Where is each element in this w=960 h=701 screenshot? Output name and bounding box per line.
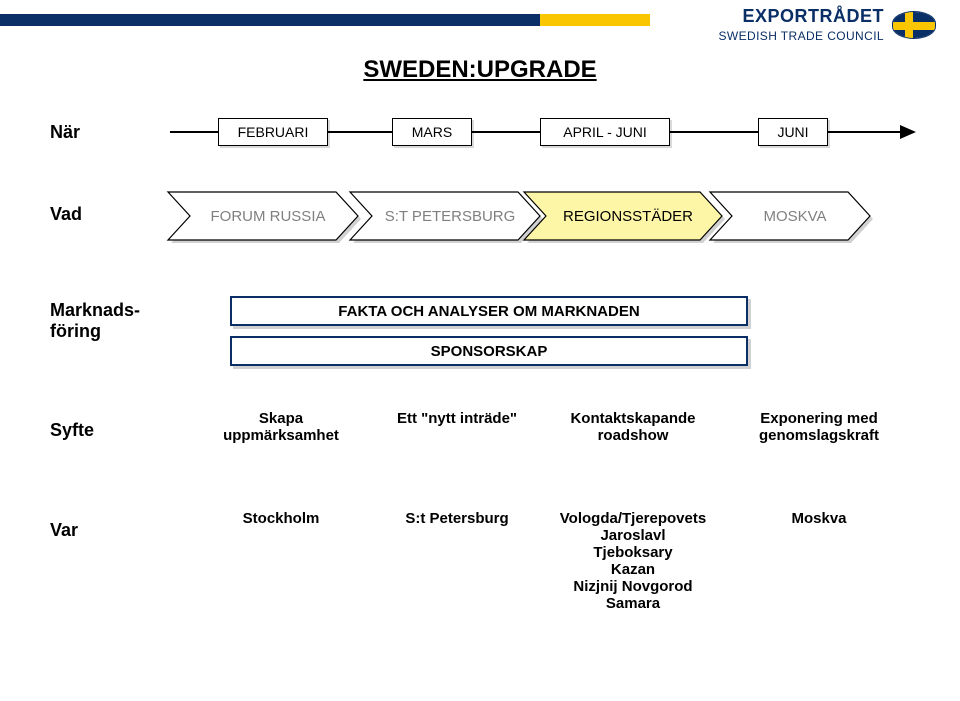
label-marknadsforing: Marknads- föring [50,300,140,342]
label-var: Var [50,520,78,541]
text-line: Tjeboksary [548,544,718,561]
timeline-cell: APRIL - JUNI [540,118,670,146]
mf-bar-fakta: FAKTA OCH ANALYSER OM MARKNADEN [230,296,748,326]
label-mf-l2: föring [50,321,101,341]
header-stripe-navy [0,14,540,26]
mf-bar-sponsorskap: SPONSORSKAP [230,336,748,366]
text-line: genomslagskraft [724,427,914,444]
text-line: Vologda/Tjerepovets [548,510,718,527]
chevron: FORUM RUSSIA [168,192,358,240]
text-line: Kazan [548,561,718,578]
mf-bar-fakta-label: FAKTA OCH ANALYSER OM MARKNADEN [338,303,639,320]
text-line: uppmärksamhet [196,427,366,444]
label-nar: När [50,122,80,143]
text-cell: Vologda/TjerepovetsJaroslavlTjeboksaryKa… [548,510,718,612]
text-cell: Exponering medgenomslagskraft [724,410,914,444]
chevron-label: MOSKVA [739,208,840,225]
chevron: MOSKVA [710,192,870,240]
text-line: Ett "nytt inträde" [372,410,542,427]
chevron-label: FORUM RUSSIA [186,208,339,225]
text-cell: Stockholm [196,510,366,527]
timeline-cell: MARS [392,118,472,146]
text-cell: S:t Petersburg [372,510,542,527]
brand-line2: SWEDISH TRADE COUNCIL [718,29,884,43]
text-line: Samara [548,595,718,612]
text-cell: Skapauppmärksamhet [196,410,366,444]
label-vad: Vad [50,204,82,225]
text-line: Jaroslavl [548,527,718,544]
label-syfte: Syfte [50,420,94,441]
timeline-arrow-icon [900,125,916,139]
text-line: Exponering med [724,410,914,427]
text-line: Nizjnij Novgorod [548,578,718,595]
chevron: S:T PETERSBURG [350,192,540,240]
text-line: Kontaktskapande [548,410,718,427]
sweden-flag-icon [892,11,936,39]
text-cell: Kontaktskapanderoadshow [548,410,718,444]
text-cell: Ett "nytt inträde" [372,410,542,427]
header-stripe-yellow [540,14,650,26]
brand: EXPORTRÅDET SWEDISH TRADE COUNCIL [718,6,936,43]
text-cell: Moskva [724,510,914,527]
text-line: Stockholm [196,510,366,527]
label-mf-l1: Marknads- [50,300,140,320]
mf-bar-sponsorskap-label: SPONSORSKAP [431,343,548,360]
chevron-label: REGIONSSTÄDER [539,208,707,225]
chevron: REGIONSSTÄDER [524,192,722,240]
timeline-cell: JUNI [758,118,828,146]
timeline-cell: FEBRUARI [218,118,328,146]
text-line: roadshow [548,427,718,444]
text-line: Moskva [724,510,914,527]
page-title: SWEDEN:UPGRADE [363,56,596,84]
text-line: S:t Petersburg [372,510,542,527]
header-stripe [0,14,650,26]
text-line: Skapa [196,410,366,427]
chevron-label: S:T PETERSBURG [361,208,530,225]
brand-line1: EXPORTRÅDET [718,6,884,27]
